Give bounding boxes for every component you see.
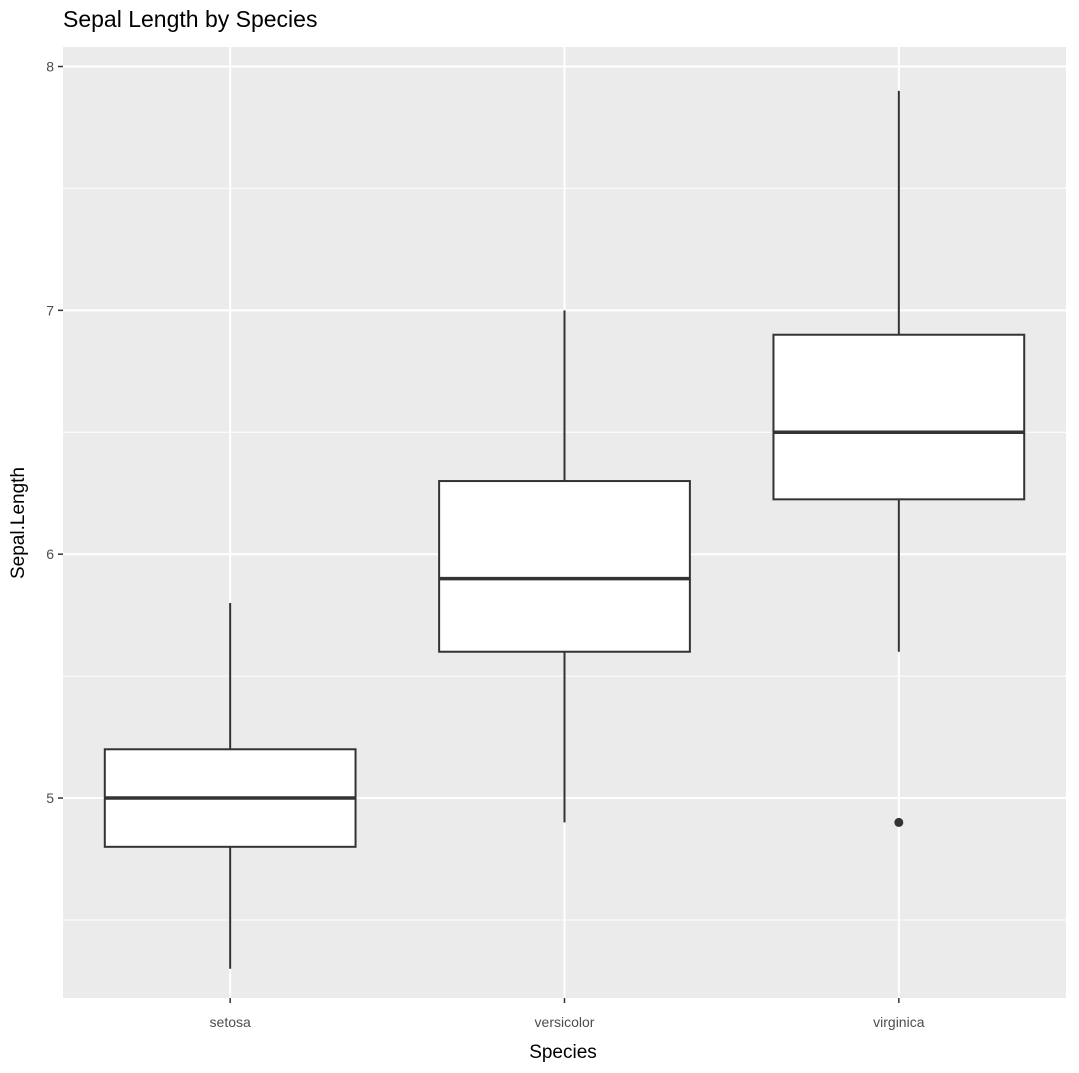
outlier-point — [894, 817, 904, 827]
y-tick-label: 6 — [46, 546, 54, 562]
axes: 5 6 7 8 setosa versicolor virginica — [46, 59, 925, 1030]
y-tick-label: 5 — [46, 790, 54, 806]
y-tick-label: 8 — [46, 59, 54, 75]
x-tick-label: versicolor — [535, 1014, 595, 1030]
x-tick-label: setosa — [210, 1014, 251, 1030]
boxes — [103, 90, 1026, 969]
y-tick-label: 7 — [46, 302, 54, 318]
x-tick-label: virginica — [873, 1014, 925, 1030]
x-axis-title: Species — [529, 1042, 597, 1063]
box-versicolor — [438, 480, 691, 653]
y-axis-title: Sepal.Length — [8, 467, 29, 579]
box-virginica — [772, 333, 1026, 501]
chart-title: Sepal Length by Species — [63, 6, 317, 32]
